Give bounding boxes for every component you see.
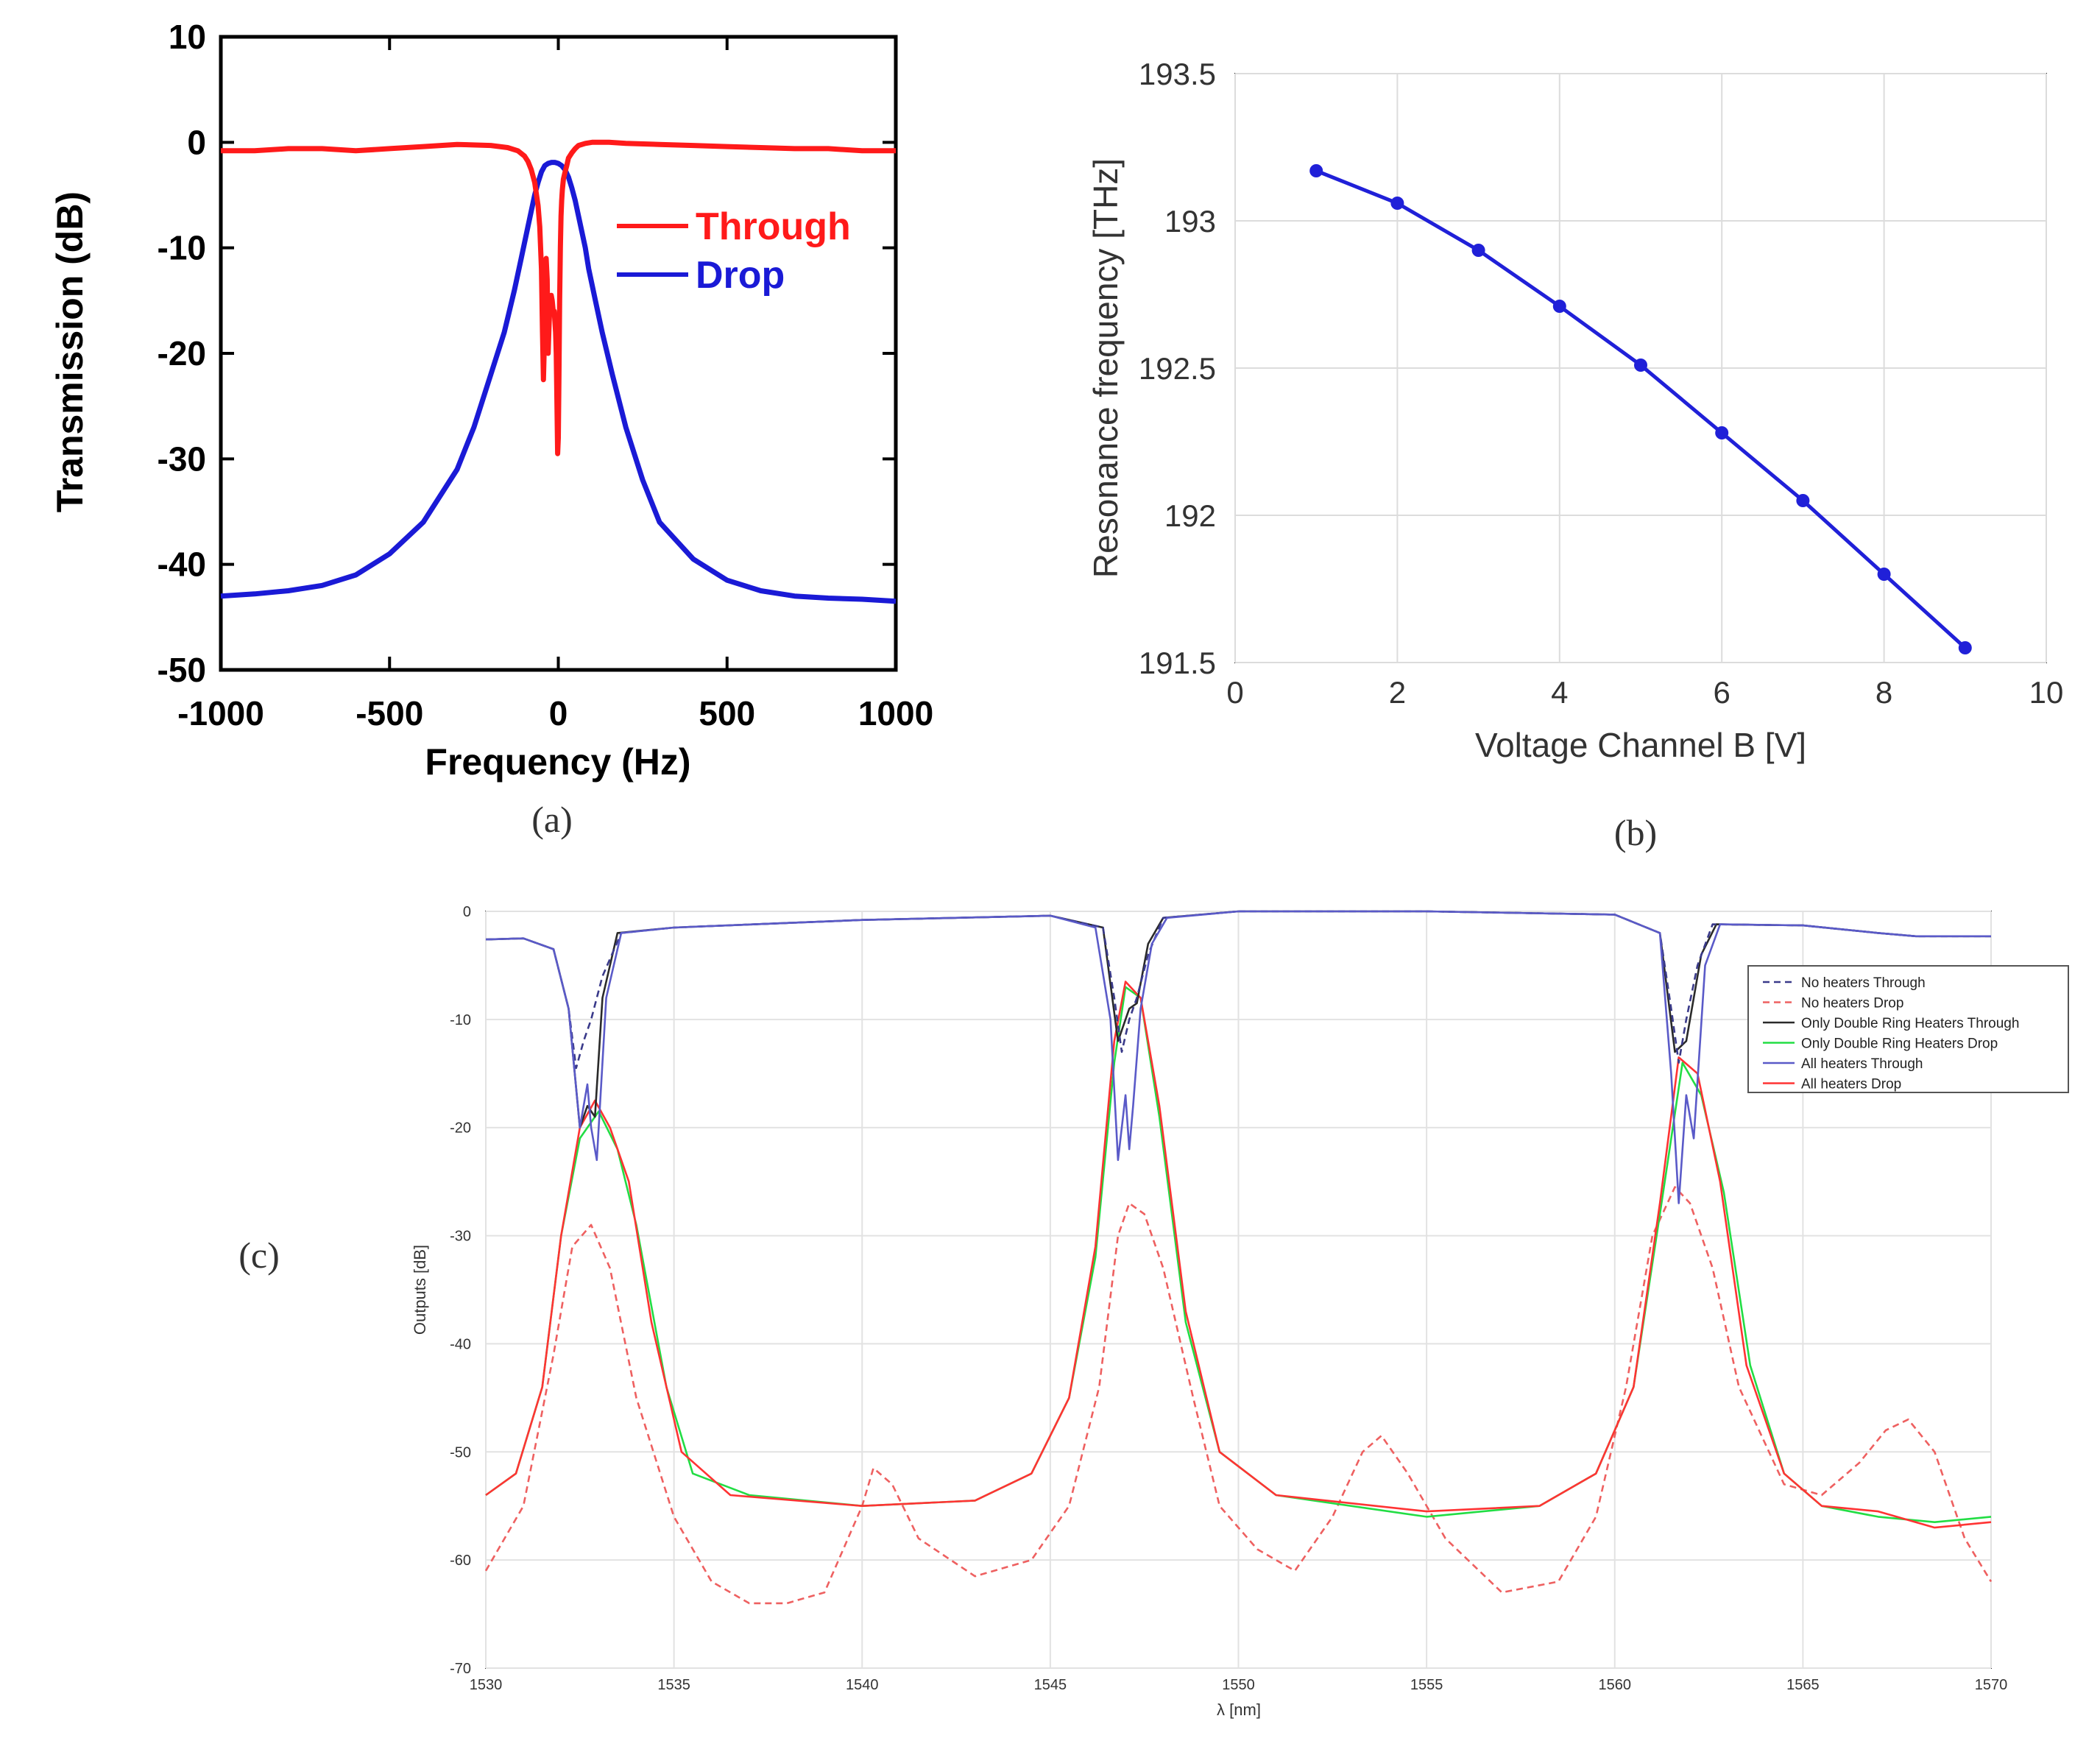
series-line-all-heaters-through [485,910,1991,1204]
data-point-b [1715,426,1729,439]
y-tick-label-a: -50 [158,651,206,689]
x-axis-label-b: Voltage Channel B [V] [1475,726,1806,764]
y-tick-label-c: -60 [450,1553,471,1569]
x-tick-labels-b: 0 2 4 6 8 10 [1226,675,2063,710]
panel-label-a: (a) [531,799,573,840]
panel-c: 0-10-20-30-40-50-60-70 1530 1535 1540 1545 1… [238,904,2069,1719]
x-axis-label-c: λ [nm] [1217,1701,1261,1719]
y-tick-label-b: 192 [1164,498,1216,533]
legend-c: No heaters Through No heaters Drop Only Do… [1747,965,2069,1093]
legend-label-c: Only Double Ring Heaters Through [1801,1016,2019,1031]
legend-label-c: All heaters Drop [1801,1077,1901,1092]
y-axis-label-c: Outputs [dB] [411,1245,429,1335]
y-tick-label-b: 193 [1164,204,1216,239]
y-tick-label-a: 0 [187,123,206,161]
series-line-only-double-ring-heaters-through [485,910,1991,1129]
series-line-all-heaters-drop [485,981,1992,1529]
panel-b: 191.5 192 192.5 193 193.5 0 2 4 6 8 10 Voltage Ch… [1086,57,2063,853]
x-tick-labels-c: 1530 1535 1540 1545 1550 1555 1560 1565 1570 [470,1677,2008,1693]
panel-label-c: (c) [238,1235,280,1276]
x-tick-label-c: 1570 [1975,1677,2008,1693]
y-tick-label-a: -40 [158,545,206,584]
x-tick-label-b: 10 [2029,675,2064,710]
data-point-b [1634,359,1647,372]
y-tick-label-c: 0 [463,904,471,920]
y-tick-label-c: -70 [450,1661,471,1677]
y-tick-label-c: -50 [450,1444,471,1461]
x-tick-label-c: 1560 [1599,1677,1632,1693]
x-tick-label-b: 6 [1714,675,1730,710]
data-point-b [1796,494,1810,507]
x-tick-label-c: 1565 [1786,1677,1820,1693]
legend-a: Through Drop [617,205,851,297]
data-point-b [1552,300,1566,313]
x-tick-label-a: 0 [549,694,568,732]
x-tick-label-c: 1550 [1222,1677,1255,1693]
y-tick-label-a: -30 [158,439,206,478]
x-tick-label-c: 1555 [1410,1677,1443,1693]
x-tick-label-c: 1530 [470,1677,503,1693]
y-axis-label-b: Resonance frequency [THz] [1086,158,1125,578]
x-tick-label-b: 8 [1875,675,1892,710]
x-axis-label-a: Frequency (Hz) [425,741,690,783]
panel-a: 10 0 -10 -20 -30 -40 -50 -1000 -500 0 500 1000 Fre… [49,18,933,840]
x-tick-label-c: 1535 [657,1677,690,1693]
legend-label-c: No heaters Drop [1801,996,1903,1011]
legend-label-c: No heaters Through [1801,975,1926,991]
x-tick-label-b: 2 [1389,675,1406,710]
data-point-b [1877,568,1891,581]
y-tick-label-a: -10 [158,229,206,267]
x-tick-label-c: 1545 [1034,1677,1067,1693]
data-point-b [1309,164,1323,177]
tick-marks-a [219,35,897,671]
x-tick-label-b: 4 [1551,675,1568,710]
legend-box-c [1747,965,2069,1093]
y-tick-label-c: -30 [450,1229,471,1245]
y-tick-labels-a: 10 0 -10 -20 -30 -40 -50 [158,18,206,689]
series-line-through [221,139,896,456]
x-tick-labels-a: -1000 -500 0 500 1000 [177,694,933,732]
legend-label-c: All heaters Through [1801,1056,1923,1072]
y-tick-label-b: 191.5 [1139,646,1216,680]
y-tick-label-c: -20 [450,1120,471,1137]
x-tick-label-a: -1000 [177,694,264,732]
series-line-no-heaters-drop [484,1186,1993,1605]
series-line-drop [220,160,897,604]
data-point-b [1390,197,1404,210]
y-tick-labels-c: 0 -10 -20 -30 -40 -50 -60 -70 [450,904,471,1677]
x-tick-label-b: 0 [1226,675,1243,710]
y-tick-label-b: 192.5 [1139,351,1216,386]
series-group-a [220,139,897,604]
y-tick-label-c: -40 [450,1336,471,1352]
x-tick-label-a: 1000 [858,694,933,732]
y-tick-label-b: 193.5 [1139,57,1216,91]
series-group-c [484,910,1993,1605]
data-point-b [1958,641,1972,654]
y-tick-label-a: -20 [158,334,206,372]
x-tick-label-a: -500 [356,694,423,732]
y-tick-labels-b: 191.5 192 192.5 193 193.5 [1139,57,1216,680]
series-group-b [1309,164,1972,654]
y-tick-label-c: -10 [450,1012,471,1028]
data-point-b [1471,244,1485,257]
series-line-no-heaters-through [485,910,1991,1070]
y-tick-label-a: 10 [169,18,206,56]
legend-label-drop: Drop [696,254,785,297]
x-tick-label-c: 1540 [846,1677,879,1693]
x-tick-label-a: 500 [699,694,755,732]
y-axis-label-a: Transmission (dB) [49,191,91,512]
legend-label-c: Only Double Ring Heaters Drop [1801,1037,1998,1052]
legend-label-through: Through [696,205,851,248]
panel-label-b: (b) [1614,812,1657,853]
